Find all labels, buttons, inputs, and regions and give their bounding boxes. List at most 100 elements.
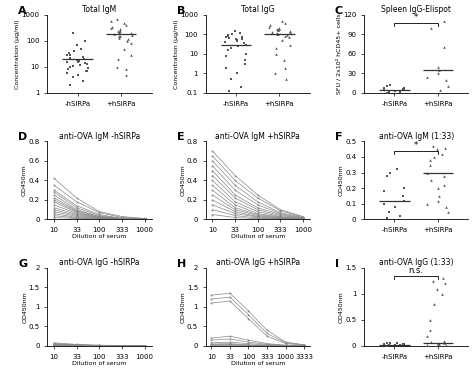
Title: anti-OVA IgG (1:33): anti-OVA IgG (1:33) (379, 258, 454, 267)
Point (399, 341, 407, 347)
Point (380, 87, 388, 93)
Point (393, 340, 401, 346)
Point (440, 340, 447, 346)
Point (275, 26, 282, 32)
Point (435, 70, 442, 76)
Point (73, 42, 81, 48)
Point (281, 65, 289, 71)
Point (79, 78, 87, 84)
Point (128, 32, 136, 38)
Point (69, 63, 77, 69)
Point (280, 57, 288, 63)
Point (441, 280, 448, 286)
Point (80, 56, 88, 62)
Y-axis label: SFU / 2x10² hCD45+ cells: SFU / 2x10² hCD45+ cells (336, 14, 342, 94)
Point (273, 26, 280, 32)
Point (427, 339, 434, 345)
Point (279, 18, 286, 24)
Point (74, 59, 82, 65)
Point (400, 341, 407, 347)
Point (225, 89, 232, 94)
Text: C: C (335, 6, 343, 16)
Point (423, 201, 431, 207)
Point (83, 68, 90, 74)
Point (115, 29, 123, 35)
Point (399, 86, 407, 92)
Point (275, 31, 282, 36)
Point (228, 45, 235, 51)
Text: D: D (18, 132, 27, 142)
Point (392, 204, 399, 210)
Title: Total IgM: Total IgM (82, 5, 116, 14)
Point (282, 76, 290, 82)
Point (279, 37, 286, 43)
Point (81, 60, 89, 66)
Point (232, 28, 239, 34)
Title: anti-OVA IgM (1:33): anti-OVA IgM (1:33) (378, 132, 454, 141)
Point (115, 35, 123, 41)
Point (222, 65, 229, 71)
Point (426, 162, 434, 168)
Title: anti-OVA IgM +hSIRPa: anti-OVA IgM +hSIRPa (215, 132, 300, 141)
Y-axis label: OD450nm: OD450nm (181, 291, 185, 323)
Point (380, 342, 388, 348)
Point (426, 327, 434, 333)
Point (240, 40, 247, 46)
Point (76, 62, 84, 68)
Point (392, 342, 399, 348)
Point (113, 16, 121, 22)
Text: n.s.: n.s. (409, 266, 424, 275)
Point (438, 291, 446, 297)
Point (74, 57, 81, 63)
Point (235, 43, 242, 49)
Point (63, 52, 71, 58)
Point (433, 286, 441, 292)
Point (440, 182, 447, 188)
Point (383, 340, 390, 346)
Title: anti-OVA IgG +hSIRPa: anti-OVA IgG +hSIRPa (216, 258, 300, 267)
Point (266, 24, 273, 30)
Point (396, 343, 403, 349)
Point (441, 145, 448, 151)
Point (429, 143, 437, 149)
Point (241, 57, 248, 63)
Point (66, 82, 74, 88)
Text: G: G (18, 259, 27, 269)
Point (75, 72, 82, 78)
Point (116, 29, 124, 35)
Y-axis label: Concentration (μg/ml): Concentration (μg/ml) (15, 19, 20, 89)
Point (66, 52, 74, 58)
Point (69, 74, 76, 80)
Point (123, 38, 131, 44)
X-axis label: Dilution of serum: Dilution of serum (72, 234, 127, 240)
X-axis label: Dilution of serum: Dilution of serum (72, 361, 127, 366)
Point (435, 67, 443, 73)
Point (383, 215, 391, 221)
Point (429, 278, 437, 284)
X-axis label: Dilution of serum: Dilution of serum (231, 361, 285, 366)
Point (237, 84, 245, 90)
Point (426, 317, 433, 323)
Point (381, 86, 388, 92)
Point (399, 193, 407, 199)
Point (392, 88, 399, 94)
Point (400, 198, 407, 204)
Point (233, 38, 240, 44)
Point (241, 61, 249, 67)
Point (386, 82, 394, 88)
Point (107, 18, 114, 24)
Point (424, 170, 431, 176)
Point (401, 85, 408, 91)
Point (434, 185, 441, 191)
Point (286, 35, 293, 41)
Point (383, 173, 390, 179)
Point (84, 61, 91, 67)
Point (444, 343, 451, 349)
Point (287, 29, 294, 35)
Text: F: F (335, 132, 342, 142)
Point (271, 70, 279, 76)
Point (386, 340, 394, 346)
Point (396, 89, 403, 95)
Point (81, 38, 88, 44)
Point (286, 28, 293, 34)
